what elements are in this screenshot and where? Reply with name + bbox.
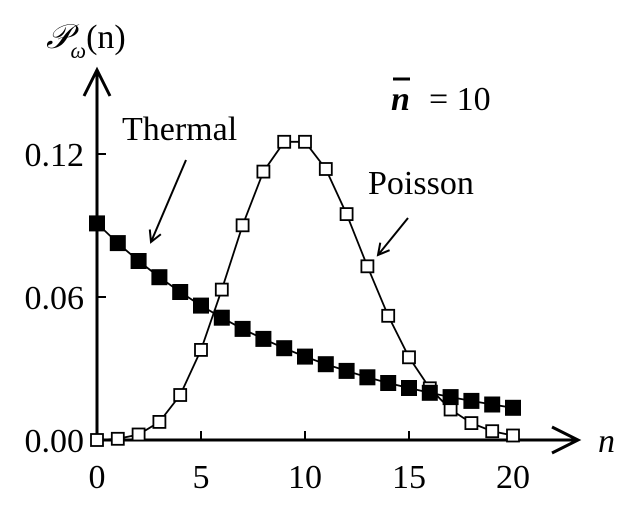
data-point-thermal <box>151 269 168 286</box>
data-point-thermal <box>109 235 126 252</box>
poisson-pointer-arrow <box>378 217 409 255</box>
data-point-poisson <box>235 218 250 233</box>
series-label-poisson: Poisson <box>368 165 474 202</box>
data-point-thermal <box>130 253 147 269</box>
data-point-thermal <box>380 375 397 391</box>
y-axis-label-argument: (n) <box>86 19 126 56</box>
y-axis-label-subscript: ω <box>71 38 87 63</box>
data-point-thermal <box>442 389 459 406</box>
axes <box>82 66 582 455</box>
x-axis-label: n <box>598 423 615 460</box>
mean-symbol: n <box>391 81 410 118</box>
data-point-thermal <box>338 362 355 379</box>
data-point-poisson <box>194 342 208 357</box>
data-point-poisson <box>256 164 271 179</box>
data-point-thermal <box>89 215 105 232</box>
x-tick-label: 0 <box>89 459 106 496</box>
data-point-poisson <box>131 427 146 442</box>
data-point-thermal <box>317 356 334 373</box>
data-point-poisson <box>402 350 416 365</box>
y-ticks: 0.00 0.06 0.12 <box>25 137 106 460</box>
y-axis-label: 𝒫ω(n) <box>46 19 126 63</box>
data-point-poisson <box>152 414 167 429</box>
data-point-thermal <box>505 399 521 416</box>
data-point-poisson <box>173 388 188 402</box>
data-point-poisson <box>298 134 312 149</box>
thermal-pointer-arrow <box>151 159 187 242</box>
data-point-thermal <box>463 392 480 409</box>
data-point-poisson <box>318 162 333 176</box>
data-point-poisson <box>485 424 500 439</box>
data-point-thermal <box>401 380 417 396</box>
mean-annotation: n = 10 <box>391 77 491 118</box>
data-point-poisson <box>506 428 520 443</box>
x-tick-label: 15 <box>392 459 426 496</box>
x-tick-label: 10 <box>288 459 322 496</box>
data-point-poisson <box>360 259 375 274</box>
data-point-thermal <box>172 284 189 300</box>
data-point-thermal <box>213 309 230 326</box>
data-point-thermal <box>359 369 376 386</box>
data-point-thermal <box>255 330 272 347</box>
data-point-thermal <box>484 396 501 413</box>
data-point-thermal <box>193 297 209 314</box>
y-tick-label: 0.06 <box>25 280 85 317</box>
y-tick-label: 0.00 <box>25 423 85 460</box>
data-point-thermal <box>234 320 251 337</box>
x-axis-arrowhead <box>551 425 582 455</box>
data-point-poisson <box>381 308 396 323</box>
data-point-poisson <box>339 207 354 222</box>
y-axis-arrowhead <box>82 66 112 97</box>
data-point-poisson <box>110 431 125 446</box>
data-point-thermal <box>276 340 293 357</box>
x-tick-label: 20 <box>496 459 530 496</box>
series-thermal <box>89 215 521 416</box>
data-point-poisson <box>443 402 458 417</box>
series-label-thermal: Thermal <box>122 111 237 148</box>
data-point-poisson <box>214 282 229 297</box>
data-point-poisson <box>464 416 479 431</box>
data-point-thermal <box>421 384 438 401</box>
x-ticks: 0 5 10 15 20 <box>89 431 530 496</box>
series-line-thermal <box>96 222 514 409</box>
data-point-thermal <box>297 348 313 365</box>
y-tick-label: 0.12 <box>25 137 85 174</box>
mean-value: = 10 <box>429 81 491 118</box>
data-point-poisson <box>277 134 292 149</box>
series-poisson <box>90 134 520 447</box>
data-point-poisson <box>90 433 104 447</box>
x-tick-label: 5 <box>193 459 210 496</box>
